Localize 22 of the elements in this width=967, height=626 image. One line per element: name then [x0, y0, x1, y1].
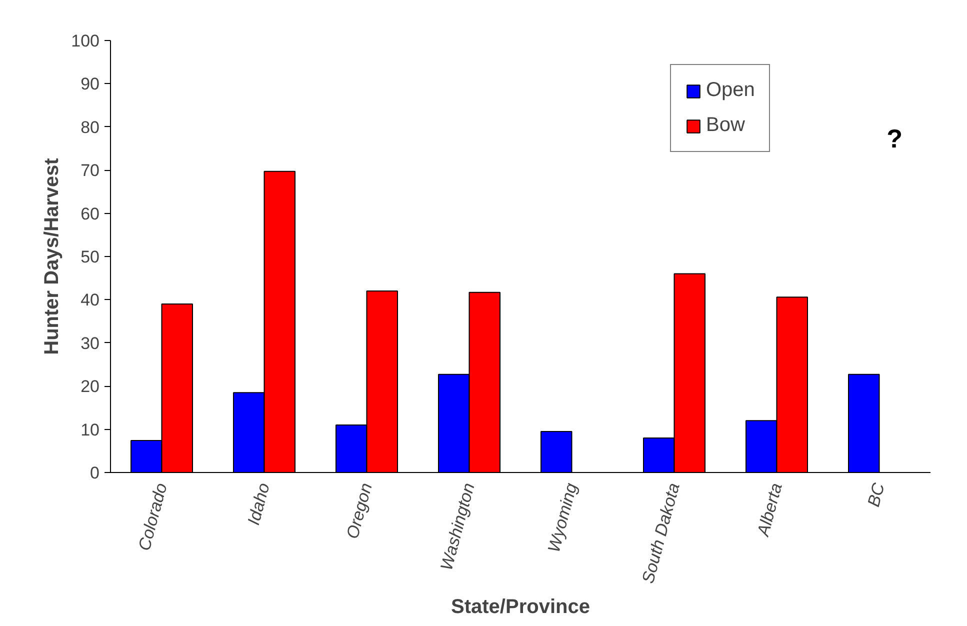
y-tick-label: 40 — [80, 290, 100, 310]
y-tick-label: 60 — [80, 204, 100, 224]
x-tick-label: BC — [864, 480, 889, 509]
x-tick-label: Colorado — [134, 481, 171, 553]
x-tick-label: Oregon — [342, 481, 376, 541]
y-tick-label: 90 — [80, 74, 100, 94]
y-tick-label: 100 — [71, 32, 100, 50]
legend-label: Open — [706, 79, 755, 102]
y-axis-title: Hunter Days/Harvest — [41, 158, 64, 355]
x-axis-title: State/Province — [451, 596, 590, 618]
y-tick-label: 80 — [80, 118, 100, 137]
x-tick-label: Alberta — [753, 481, 786, 539]
y-tick-label: 30 — [80, 334, 100, 353]
y-tick-label: 50 — [80, 248, 100, 266]
x-tick-label: Idaho — [244, 481, 274, 528]
y-tick-label: 70 — [80, 161, 100, 180]
x-tick-label: South Dakota — [638, 481, 684, 586]
y-tick-label: 0 — [90, 464, 100, 482]
legend-label: Bow — [706, 114, 745, 137]
y-tick-label: 10 — [80, 420, 100, 440]
annotation: ? — [886, 123, 903, 154]
y-tick-label: 20 — [80, 377, 100, 396]
